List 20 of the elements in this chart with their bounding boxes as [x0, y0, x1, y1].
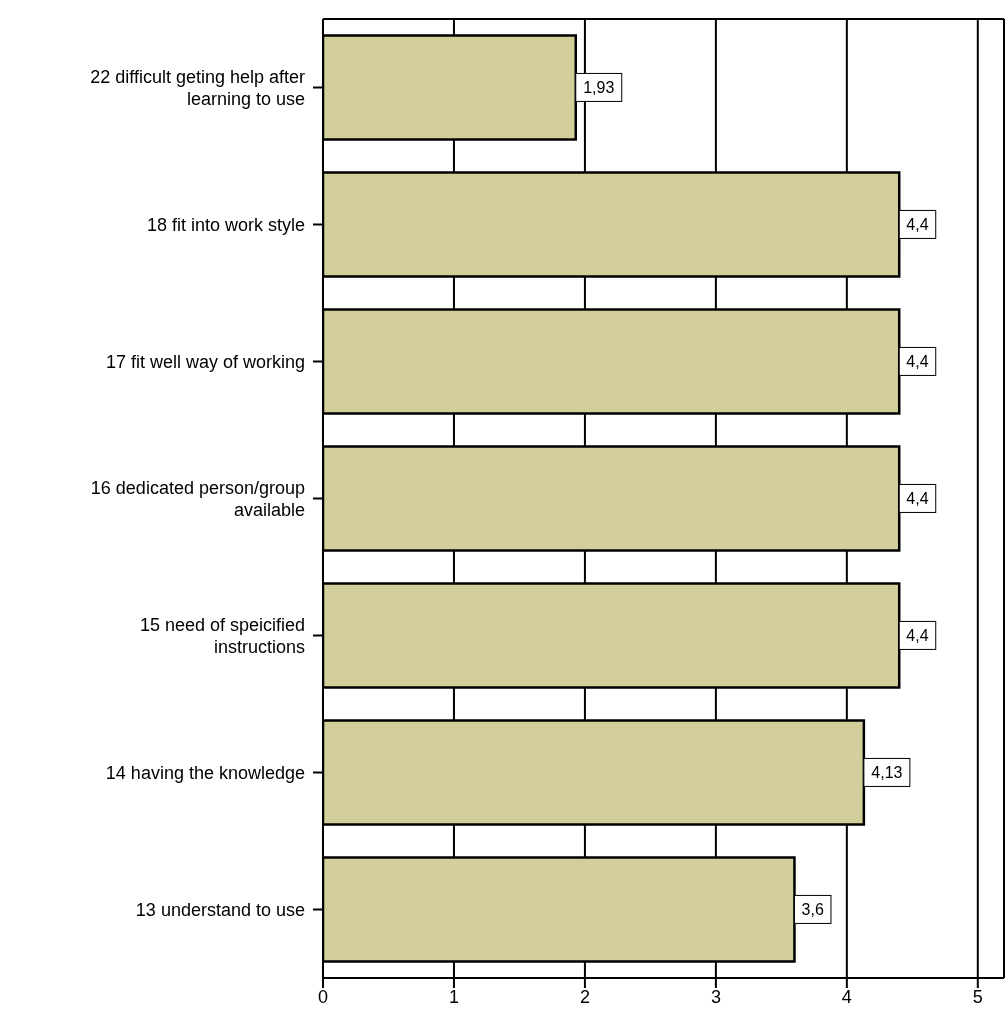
y-tick-label: 22 difficult geting help after learning to use: [90, 66, 305, 109]
y-tick-label: 16 dedicated person/group available: [90, 477, 305, 520]
y-tick-label: 14 having the knowledge: [105, 762, 305, 783]
data-label: 4,4: [906, 352, 929, 370]
data-label: 1,93: [583, 78, 615, 96]
x-tick-label: 1: [448, 986, 459, 1007]
data-label: 4,13: [871, 763, 903, 781]
data-label: 4,4: [906, 626, 929, 644]
x-tick-label: 0: [317, 986, 329, 1007]
data-label: 4,4: [906, 489, 929, 507]
y-tick-label: 15 need of speicified instructions: [139, 614, 305, 657]
y-tick-label: 18 fit into work style: [146, 214, 305, 235]
x-tick-label: 4: [841, 986, 852, 1007]
x-tick-label: 3: [710, 986, 721, 1007]
y-tick-label: 17 fit well way of working: [105, 351, 305, 372]
y-tick-label: 13 understand to use: [135, 899, 305, 920]
x-tick-label: 2: [579, 986, 590, 1007]
data-label: 4,4: [906, 215, 929, 233]
data-label: 3,6: [801, 900, 824, 918]
x-tick-label: 5: [972, 986, 983, 1007]
